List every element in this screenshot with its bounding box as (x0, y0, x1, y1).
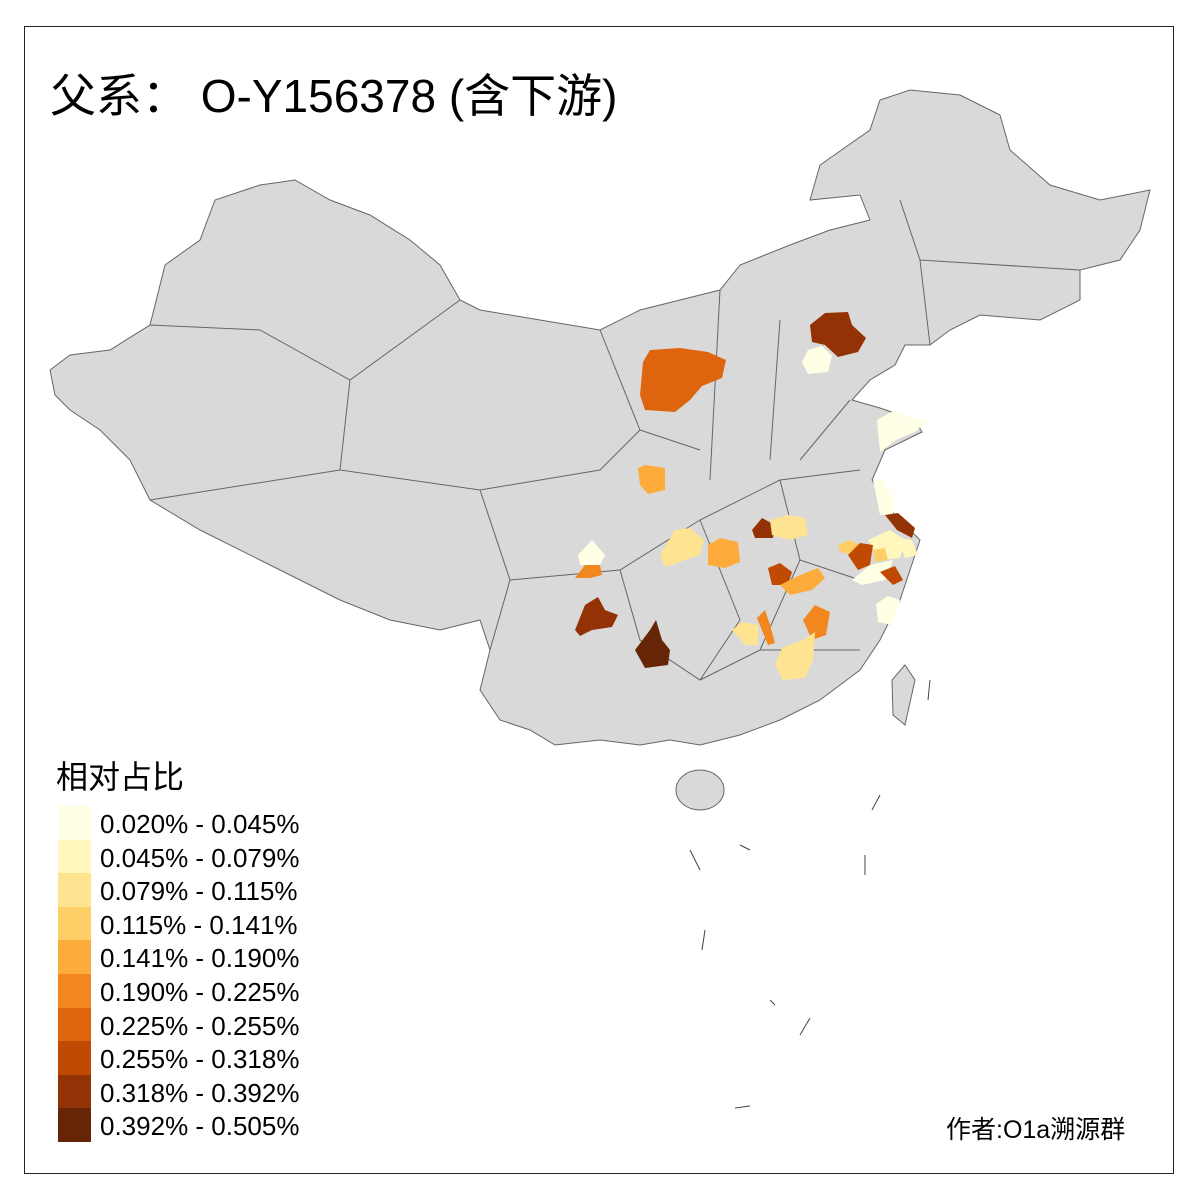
legend-label: 0.392% - 0.505% (100, 1111, 300, 1142)
legend-swatch (58, 839, 91, 874)
highlighted-prefecture (638, 465, 665, 494)
hainan (675, 769, 725, 811)
legend-label: 0.079% - 0.115% (100, 876, 298, 907)
highlighted-prefecture (640, 348, 726, 412)
highlighted-prefecture (880, 566, 903, 585)
map-frame (24, 26, 1174, 1174)
legend-title: 相对占比 (56, 759, 185, 795)
highlighted-prefecture (803, 605, 830, 640)
legend-swatch (58, 940, 91, 975)
map-title: 父系： O-Y156378 (含下游) (50, 70, 618, 122)
highlighted-prefecture (877, 410, 928, 452)
highlighted-prefecture (898, 538, 918, 558)
legend-label: 0.141% - 0.190% (100, 943, 300, 974)
highlighted-prefecture (770, 515, 808, 540)
legend-label: 0.318% - 0.392% (100, 1077, 300, 1108)
highlighted-prefecture (848, 543, 873, 570)
highlighted-prefecture (660, 528, 704, 567)
highlighted-prefecture (752, 518, 775, 538)
legend-swatch (58, 1108, 91, 1143)
highlighted-prefecture (732, 622, 758, 645)
legend-label: 0.255% - 0.318% (100, 1044, 300, 1075)
highlighted-prefecture (852, 560, 893, 585)
legend-label: 0.045% - 0.079% (100, 842, 300, 873)
legend-label: 0.225% - 0.255% (100, 1010, 300, 1041)
highlighted-prefecture (708, 538, 740, 568)
legend-swatch (58, 806, 91, 840)
taiwan (891, 664, 916, 726)
highlighted-prefecture (757, 610, 775, 645)
south-china-sea-islands (689, 679, 931, 1109)
highlighted-prefecture (873, 548, 888, 562)
highlighted-prefecture (578, 540, 605, 565)
legend-swatch (58, 1007, 91, 1042)
legend-label: 0.190% - 0.225% (100, 977, 300, 1007)
legend-label: 0.020% - 0.045% (100, 809, 300, 839)
highlighted-prefecture (780, 568, 825, 595)
legend-swatch (58, 906, 91, 941)
highlighted-prefecture (885, 513, 915, 538)
highlighted-prefecture (635, 620, 670, 668)
highlighted-prefecture (876, 596, 900, 625)
highlighted-prefecture (575, 565, 602, 578)
province-borders (149, 199, 1081, 681)
highlighted-prefecture (768, 563, 792, 585)
highlighted-prefecture (575, 597, 618, 636)
highlighted-prefecture (810, 312, 866, 357)
legend-swatch (58, 974, 91, 1008)
highlighted-prefecture (873, 480, 893, 515)
author-credit: 作者:O1a溯源群 (946, 1116, 1126, 1144)
highlighted-prefecture (802, 346, 832, 374)
legend-swatch (58, 1074, 91, 1109)
legend-label: 0.115% - 0.141% (100, 909, 298, 940)
china-mainland (49, 89, 1151, 746)
highlighted-prefecture (775, 632, 815, 680)
legend-swatch (58, 1041, 91, 1076)
legend-swatch (58, 873, 91, 908)
